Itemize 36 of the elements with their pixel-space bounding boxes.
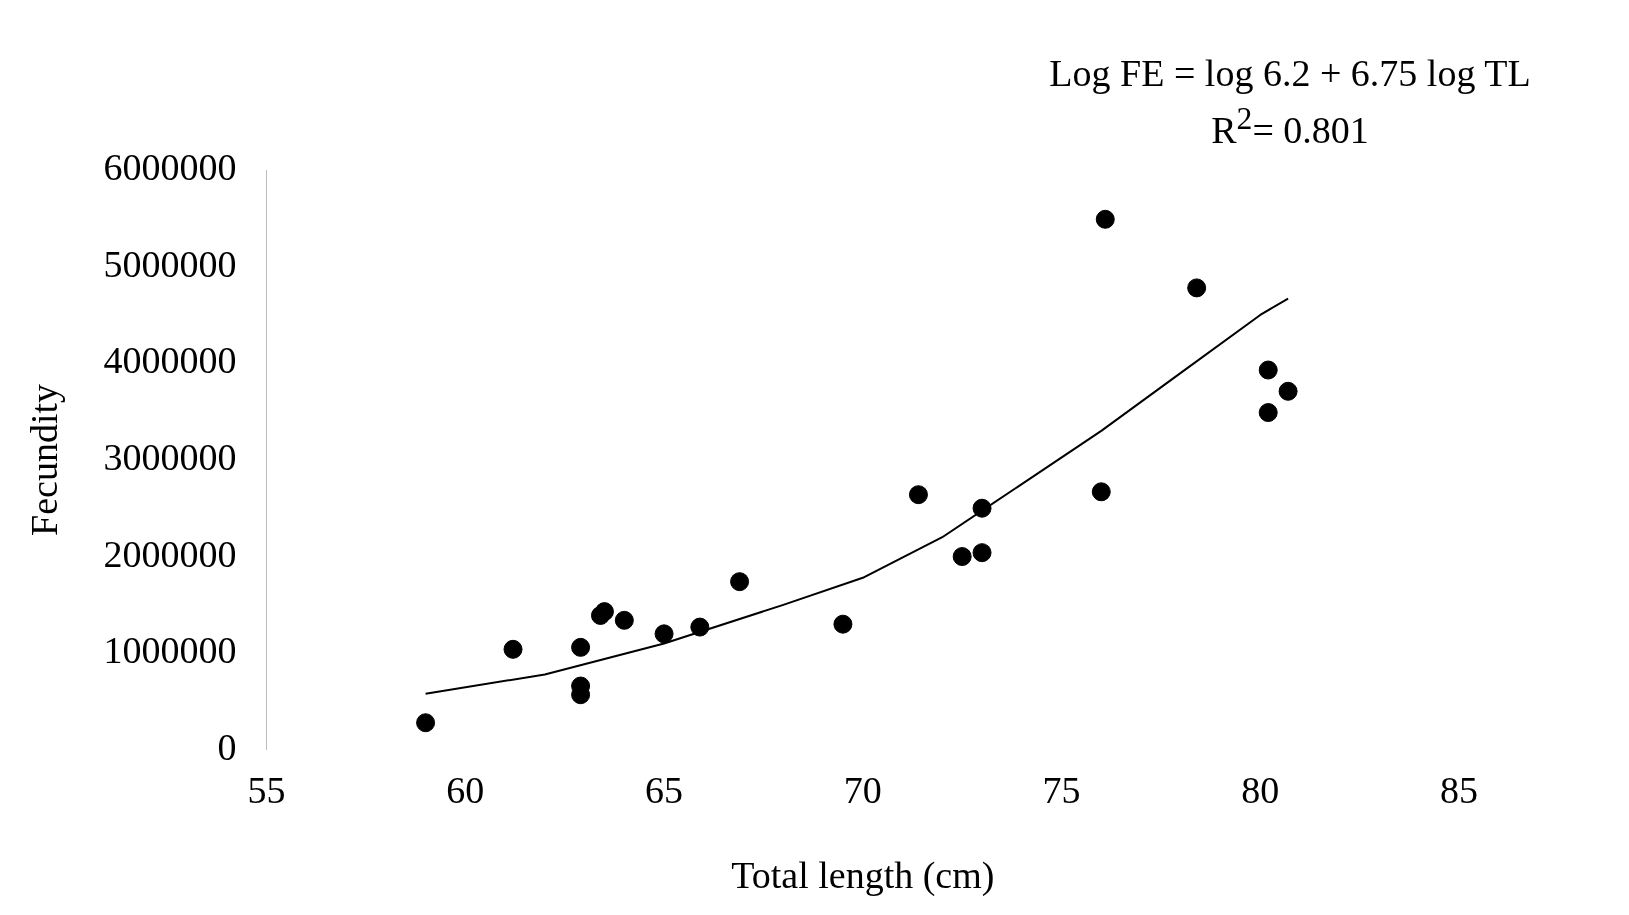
y-tick-label: 3000000 — [103, 435, 237, 478]
text: R$^{2}$= 0.801 — [1210, 100, 1370, 153]
x-tick-label: 60 — [446, 768, 485, 811]
y-tick-label: 6000000 — [103, 145, 237, 188]
x-tick-label: 85 — [1440, 768, 1478, 811]
point — [1258, 403, 1278, 423]
x-tick-label: 75 — [1042, 768, 1081, 811]
y-tick-label: 5000000 — [103, 242, 237, 285]
point — [503, 639, 523, 659]
point — [1258, 360, 1278, 380]
point — [416, 713, 436, 733]
point — [1091, 482, 1111, 502]
y-axis-title: Fecundity — [22, 383, 65, 536]
point — [908, 485, 928, 505]
point — [952, 547, 972, 567]
point — [1095, 209, 1115, 229]
point — [614, 610, 634, 630]
x-tick-label: 70 — [843, 768, 882, 811]
point — [972, 498, 992, 518]
point — [1187, 278, 1207, 298]
y-tick-label: 2000000 — [103, 532, 237, 575]
point — [833, 614, 853, 634]
point — [1278, 381, 1298, 401]
y-tick-label: 0 — [217, 725, 237, 768]
point — [654, 624, 674, 644]
point — [571, 637, 591, 657]
point — [690, 617, 710, 637]
text: Log FE = log 6.2 + 6.75 log TL — [1048, 51, 1532, 96]
x-axis-title: Total length (cm) — [731, 854, 995, 898]
point — [730, 572, 750, 592]
y-tick-label: 1000000 — [103, 629, 237, 672]
x-tick-label: 80 — [1241, 768, 1280, 811]
x-tick-label: 65 — [645, 768, 684, 811]
point — [972, 543, 992, 563]
y-tick-label: 4000000 — [103, 339, 237, 382]
x-tick-label: 55 — [247, 768, 286, 811]
